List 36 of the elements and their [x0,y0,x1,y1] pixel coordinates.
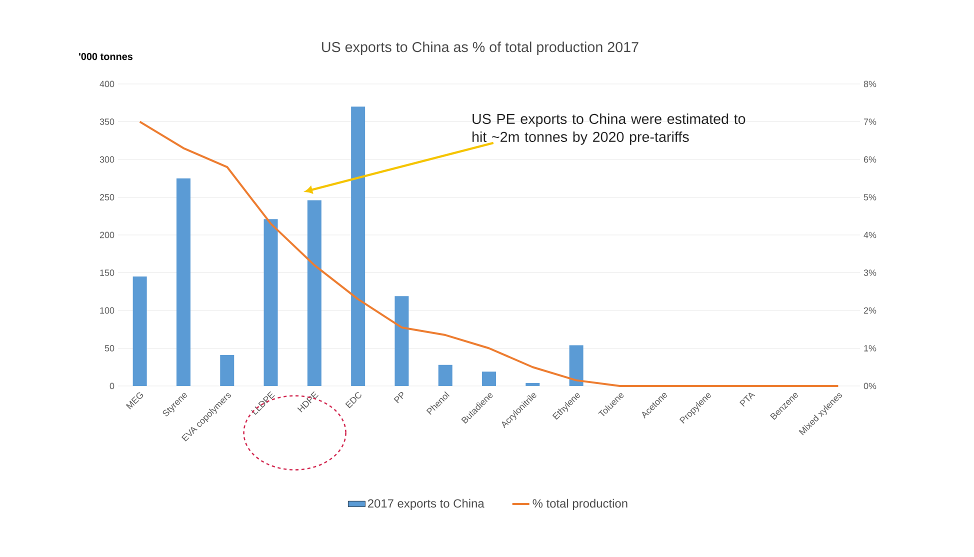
bar [394,296,409,386]
bar [569,345,584,386]
y2-tick-label: 4% [864,232,876,238]
bar [220,355,234,386]
y2-tick-label: 7% [864,118,876,125]
bar [351,106,366,386]
legend-label: 2017 exports to China [368,498,484,510]
bar [264,219,278,386]
legend-label: % total production [532,498,628,510]
y-tick-label: 400 [100,80,114,88]
y-tick-label: 50 [104,345,114,352]
y2-tick-label: 3% [864,270,876,276]
y2-tick-label: 0% [864,382,876,390]
bar [307,200,322,386]
y-tick-label: 100 [100,307,114,314]
x-tick-label: PP [394,392,404,404]
x-tick-label: PTA [740,392,756,407]
bar [176,178,190,386]
bar [438,364,452,386]
chart-title: US exports to China as % of total production 2017 [322,42,638,55]
y2-tick-label: 8% [864,80,876,88]
y2-tick-label: 1% [864,345,876,352]
y-tick-label: 200 [100,232,114,238]
bar [482,372,496,386]
y-tick-label: 300 [100,156,114,163]
y-tick-label: 250 [100,194,114,200]
y-tick-label: 150 [100,270,114,276]
y2-tick-label: 5% [864,194,876,200]
y-tick-label: 0 [110,382,114,390]
y-tick-label: 350 [100,118,114,125]
y-axis-title: '000 tonnes [79,53,133,60]
y2-tick-label: 2% [864,307,876,314]
bar [132,276,147,386]
bar [526,382,540,386]
annotation: US PE exports to China were estimated to hit ~2m tonnes by 2020 pre-tariffs [472,114,746,145]
y2-tick-label: 6% [864,156,876,163]
